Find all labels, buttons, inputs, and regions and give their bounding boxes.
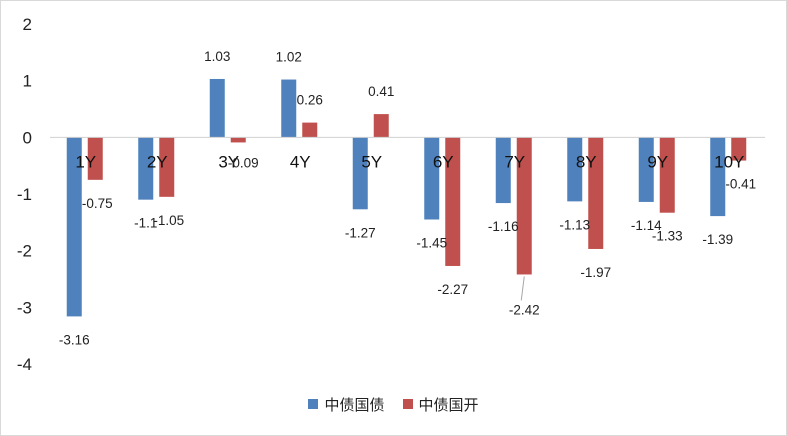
bars [66,78,747,317]
data-label: -0.41 [725,177,756,192]
data-label: -1.13 [559,217,590,232]
bar-series-1 [281,79,297,138]
y-tick-label: -3 [17,298,32,317]
bar-series-1 [495,137,511,204]
x-tick-label: 6Y [433,152,454,171]
legend: 中债国债 中债国开 [0,392,787,416]
bar-series-2 [588,137,604,249]
x-tick-label: 4Y [290,152,311,171]
legend-swatch-series-1 [308,399,319,409]
x-tick-label: 10Y [714,152,744,171]
bar-series-1 [138,137,154,200]
legend-label-series-2: 中债国开 [418,395,479,414]
bar-series-2 [87,137,103,180]
legend-swatch-series-2 [402,399,413,409]
bar-series-2 [302,122,318,138]
bar-series-1 [352,137,368,210]
y-tick-label: -1 [17,185,32,204]
data-label: -3.16 [59,332,90,347]
bar-series-1 [638,137,654,202]
bar-series-1 [567,137,583,202]
data-label: -0.75 [82,196,113,211]
y-tick-label: -2 [17,242,32,261]
data-label: -1.45 [416,236,447,251]
data-label: -1.27 [345,225,376,240]
bar-series-1 [710,137,726,217]
bar-series-2 [373,114,389,138]
bar-series-1 [424,137,440,220]
data-label: -2.27 [437,282,468,297]
y-tick-label: 1 [23,72,32,91]
data-label: -1.39 [702,232,733,247]
data-label: 1.02 [276,50,302,65]
legend-item-series-1: 中债国债 [308,394,385,415]
data-label: -1.05 [153,213,184,228]
data-label: -1.33 [652,229,683,244]
bar-series-2 [659,137,675,213]
data-label: -1.14 [631,218,662,233]
y-tick-label: 2 [23,15,32,34]
bar-series-1 [209,78,225,138]
x-tick-label: 8Y [576,152,597,171]
x-tick-label: 1Y [75,152,96,171]
data-label: 0.26 [297,93,323,108]
bar-series-2 [159,137,175,197]
data-labels: -3.16 -0.75 -1.1-1.05 1.03 -0.09 1.02 0.26 -1.2… [59,49,756,347]
data-label: -0.09 [228,155,259,170]
y-tick-label: -4 [17,355,32,374]
bar-series-1 [66,137,82,317]
data-label: 1.03 [204,49,230,64]
x-tick-label: 7Y [504,152,525,171]
bar-series-2 [445,137,461,266]
bar-series-2 [516,137,532,275]
x-tick-label: 5Y [361,152,382,171]
x-axis-labels: 1Y 2Y 3Y 4Y 5Y 6Y 7Y 8Y 9Y 10Y [75,152,744,171]
y-tick-label: 0 [23,128,32,147]
x-tick-label: 9Y [647,152,668,171]
leader-line [520,276,525,301]
x-tick-label: 2Y [147,152,168,171]
y-axis-labels: 2 1 0 -1 -2 -3 -4 [17,15,32,374]
data-label: 0.41 [368,84,394,99]
data-label: -1.16 [488,219,519,234]
bar-series-2 [731,137,747,161]
data-label: -2.42 [509,302,540,317]
data-label: -1.97 [580,265,611,280]
legend-item-series-2: 中债国开 [402,394,479,415]
legend-label-series-1: 中债国债 [324,395,385,414]
x-tick-label: 3Y [218,152,239,171]
data-label: -1.1 [134,216,157,231]
bar-series-2 [230,137,246,143]
